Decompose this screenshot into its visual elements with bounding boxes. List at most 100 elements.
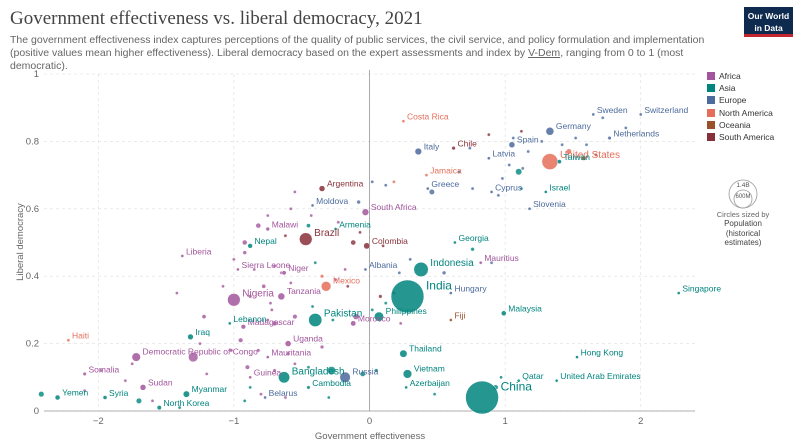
data-point-cambodia[interactable] — [306, 385, 311, 390]
data-point[interactable] — [82, 388, 87, 393]
data-point-philippines[interactable] — [374, 311, 384, 322]
data-point-hungary[interactable] — [449, 291, 453, 295]
data-point-malaysia[interactable] — [500, 310, 507, 317]
data-point-bangladesh[interactable] — [278, 371, 291, 384]
data-point[interactable] — [255, 222, 261, 229]
data-point-qatar[interactable] — [516, 378, 521, 383]
data-point-slovenia[interactable] — [527, 206, 532, 211]
data-point[interactable] — [511, 136, 516, 140]
data-point[interactable] — [229, 348, 234, 353]
data-point[interactable] — [336, 220, 341, 225]
data-point[interactable] — [177, 405, 182, 410]
data-point-united-arab-emirates[interactable] — [554, 378, 559, 383]
data-point-brazil[interactable] — [299, 232, 313, 246]
data-point[interactable] — [496, 193, 501, 198]
data-point-colombia[interactable] — [363, 242, 371, 250]
data-point[interactable] — [242, 239, 248, 246]
data-point[interactable] — [358, 230, 362, 235]
data-point-haiti[interactable] — [66, 338, 71, 343]
data-point[interactable] — [350, 239, 356, 246]
data-point-singapore[interactable] — [676, 291, 681, 295]
data-point[interactable] — [272, 368, 277, 373]
data-point[interactable] — [359, 371, 366, 377]
data-point[interactable] — [313, 260, 318, 265]
data-point[interactable] — [594, 153, 598, 157]
data-point[interactable] — [292, 314, 298, 320]
data-point[interactable] — [265, 318, 270, 322]
data-point-democratic-republic-of-congo[interactable] — [131, 352, 141, 362]
data-point[interactable] — [99, 368, 103, 373]
data-point-switzerland[interactable] — [638, 112, 643, 117]
data-point[interactable] — [381, 244, 385, 248]
data-point-spain[interactable] — [508, 141, 516, 149]
data-point-china[interactable] — [465, 380, 499, 415]
legend-item-oceania[interactable]: Oceania — [707, 119, 774, 131]
data-point[interactable] — [383, 301, 388, 305]
data-point-north-korea[interactable] — [156, 405, 162, 411]
data-point-indonesia[interactable] — [413, 261, 429, 277]
data-point[interactable] — [289, 206, 293, 211]
data-point-russia[interactable] — [339, 371, 351, 383]
data-point[interactable] — [345, 284, 350, 289]
data-point[interactable] — [507, 163, 511, 167]
vdem-link[interactable]: V-Dem — [528, 47, 561, 59]
data-point-hong-kong[interactable] — [575, 355, 579, 359]
data-point[interactable] — [319, 344, 325, 350]
data-point[interactable] — [500, 176, 505, 181]
data-point-iraq[interactable] — [187, 333, 194, 340]
data-point[interactable] — [428, 189, 435, 195]
data-point[interactable] — [333, 277, 338, 282]
data-point[interactable] — [130, 362, 134, 366]
owid-logo[interactable]: Our World in Data — [744, 7, 793, 37]
data-point[interactable] — [221, 284, 225, 289]
data-point[interactable] — [242, 399, 247, 403]
data-point[interactable] — [331, 318, 335, 322]
data-point-liberia[interactable] — [180, 254, 185, 258]
data-point[interactable] — [370, 308, 375, 312]
data-point-malawi[interactable] — [265, 226, 270, 232]
data-point[interactable] — [248, 385, 252, 390]
data-point[interactable] — [560, 142, 564, 147]
data-point-sierra-leone[interactable] — [236, 267, 240, 272]
data-point[interactable] — [259, 392, 263, 396]
data-point[interactable] — [309, 213, 313, 218]
data-point-vietnam[interactable] — [402, 369, 413, 379]
data-point[interactable] — [370, 180, 375, 184]
data-point[interactable] — [261, 284, 266, 289]
data-point[interactable] — [286, 351, 291, 356]
data-point-cyprus[interactable] — [489, 190, 494, 194]
data-point[interactable] — [265, 213, 270, 218]
data-point[interactable] — [327, 366, 336, 375]
data-point[interactable] — [252, 267, 257, 272]
data-point[interactable] — [489, 260, 494, 265]
data-point-lebanon[interactable] — [227, 321, 232, 326]
data-point-pakistan[interactable] — [308, 313, 323, 327]
data-point[interactable] — [470, 247, 475, 252]
data-point[interactable] — [306, 365, 311, 369]
data-point-jamaica[interactable] — [424, 173, 429, 177]
data-point-albania[interactable] — [363, 267, 368, 272]
data-point[interactable] — [600, 116, 605, 120]
data-point[interactable] — [356, 199, 361, 205]
data-point-yemen[interactable] — [54, 394, 61, 401]
data-point-nepal[interactable] — [247, 243, 253, 249]
data-point[interactable] — [378, 294, 383, 299]
data-point-nigeria[interactable] — [227, 293, 241, 307]
data-point-georgia[interactable] — [453, 240, 457, 245]
data-point[interactable] — [519, 129, 524, 134]
data-point[interactable] — [520, 166, 525, 171]
data-point[interactable] — [38, 391, 45, 398]
data-point[interactable] — [256, 348, 261, 353]
data-point[interactable] — [565, 148, 572, 155]
data-point-azerbaijan[interactable] — [404, 385, 408, 390]
data-point[interactable] — [539, 139, 544, 144]
data-point[interactable] — [238, 337, 244, 343]
data-point[interactable] — [123, 378, 128, 383]
data-point[interactable] — [248, 294, 253, 299]
data-point-sudan[interactable] — [139, 384, 147, 391]
data-point[interactable] — [271, 320, 278, 326]
data-point-moldova[interactable] — [310, 203, 315, 208]
data-point[interactable] — [573, 136, 578, 140]
data-point[interactable] — [397, 271, 402, 275]
data-point[interactable] — [457, 169, 461, 174]
